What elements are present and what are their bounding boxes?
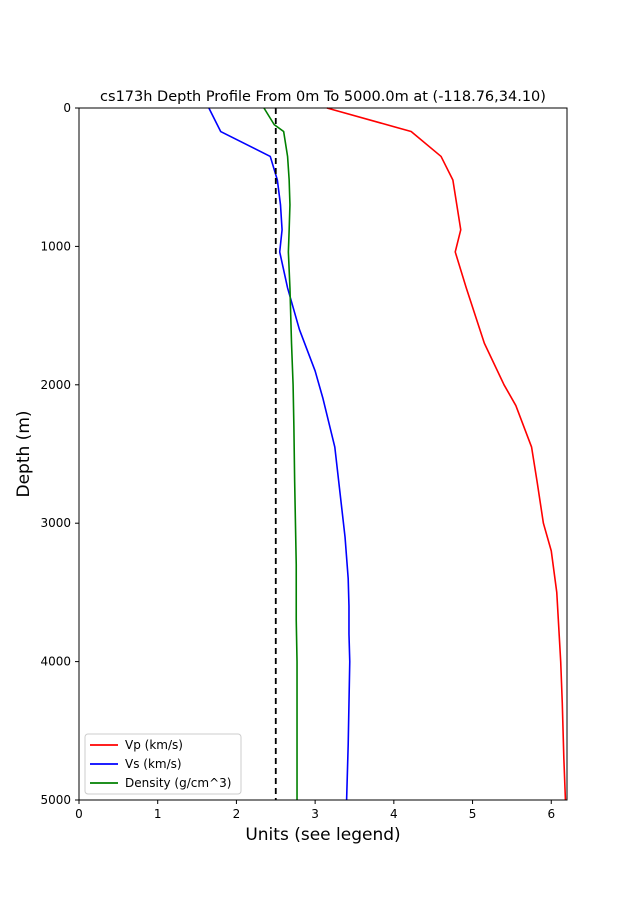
x-axis-label: Units (see legend) [245, 825, 400, 845]
x-axis-ticks: 0 1 2 3 4 5 6 [75, 800, 555, 821]
x-tick-label: 3 [311, 807, 319, 821]
legend-label: Density (g/cm^3) [125, 776, 231, 790]
plot-area-frame [78, 107, 568, 801]
x-tick-label: 2 [233, 807, 241, 821]
y-tick-label: 2000 [40, 378, 71, 392]
y-axis-label: Depth (m) [14, 410, 34, 497]
x-tick-label: 0 [75, 807, 83, 821]
series-line-2 [263, 107, 298, 800]
x-tick-label: 4 [390, 807, 398, 821]
x-tick-label: 1 [154, 807, 162, 821]
y-tick-label: 3000 [40, 516, 71, 530]
x-tick-label: 5 [469, 807, 477, 821]
legend-label: Vs (km/s) [125, 757, 182, 771]
legend-box [84, 733, 242, 795]
y-tick-label: 0 [63, 101, 71, 115]
plot-lines [208, 107, 567, 801]
y-tick-label: 4000 [40, 655, 71, 669]
series-line-1 [208, 107, 351, 801]
y-axis-ticks: 0 1000 2000 3000 4000 5000 [40, 101, 79, 807]
series-line-0 [326, 107, 567, 801]
y-tick-label: 5000 [40, 793, 71, 807]
y-tick-label: 1000 [40, 239, 71, 253]
chart-title: cs173h Depth Profile From 0m To 5000.0m … [100, 89, 546, 105]
legend: Vp (km/s) Vs (km/s) Density (g/cm^3) [84, 733, 242, 795]
legend-label: Vp (km/s) [125, 738, 183, 752]
x-tick-label: 6 [547, 807, 555, 821]
